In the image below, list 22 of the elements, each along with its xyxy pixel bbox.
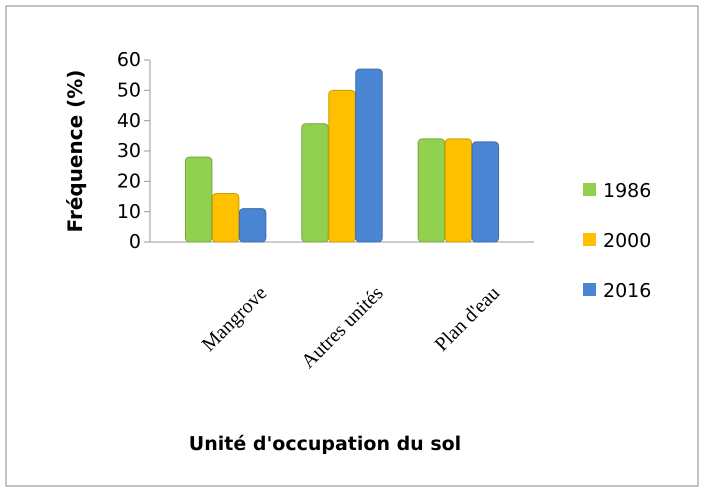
bar xyxy=(238,208,266,242)
y-axis-title: Fréquence (%) xyxy=(63,70,87,232)
bar xyxy=(184,156,212,242)
bar xyxy=(444,138,472,242)
y-tick-label: 20 xyxy=(116,170,141,192)
y-tick-label: 0 xyxy=(128,231,141,254)
legend-label: 2016 xyxy=(603,280,652,302)
bar xyxy=(328,90,356,242)
bar xyxy=(418,138,446,242)
legend-label: 2000 xyxy=(603,230,652,252)
y-tick-label: 40 xyxy=(116,110,141,132)
bar xyxy=(301,123,329,242)
bar xyxy=(472,141,500,242)
y-tick-label: 30 xyxy=(116,140,141,162)
x-tick-label: Plan d'eau xyxy=(430,282,504,356)
y-tick-label: 10 xyxy=(116,200,141,223)
y-tick-label: 50 xyxy=(116,79,141,102)
legend-label: 1986 xyxy=(603,180,652,202)
bar xyxy=(212,192,240,242)
x-axis-title: Unité d'occupation du sol xyxy=(188,433,462,455)
bar xyxy=(355,68,383,242)
y-tick-label: 60 xyxy=(116,49,141,72)
